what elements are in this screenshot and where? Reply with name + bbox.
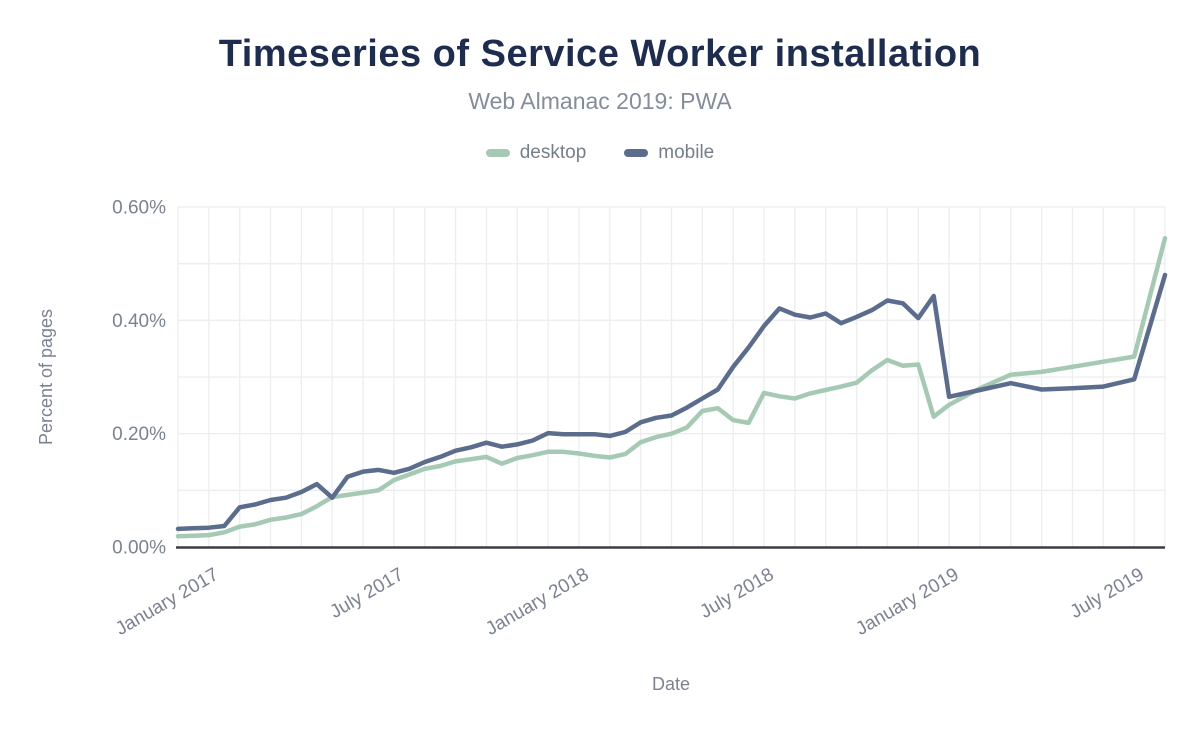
mobile-swatch-icon	[624, 149, 649, 157]
x-tick-label: July 2017	[326, 564, 407, 623]
x-tick-label: July 2018	[697, 564, 778, 623]
mobile-line	[175, 272, 1168, 532]
desktop-swatch-icon	[485, 149, 510, 157]
legend-item-desktop: desktop	[485, 142, 587, 164]
chart-subtitle: Web Almanac 2019: PWA	[468, 88, 732, 114]
legend-label-mobile: mobile	[658, 142, 715, 163]
x-axis-title: Date	[652, 674, 690, 694]
x-tick-label: January 2018	[482, 564, 592, 640]
legend: desktop mobile	[0, 142, 1200, 164]
y-tick-label: 0.40%	[112, 311, 166, 332]
y-tick-label: 0.20%	[112, 424, 166, 445]
y-axis-tick-labels: 0.00% 0.20% 0.40% 0.60%	[112, 198, 166, 559]
legend-label-desktop: desktop	[519, 142, 587, 163]
gridlines	[177, 206, 1166, 547]
y-tick-label: 0.00%	[112, 538, 166, 559]
legend-item-mobile: mobile	[624, 142, 714, 164]
desktop-line	[175, 235, 1168, 539]
x-tick-label: January 2017	[112, 564, 222, 640]
x-axis-tick-labels: January 2017 July 2017 January 2018 July 20…	[112, 564, 1148, 640]
x-tick-label: July 2019	[1067, 564, 1148, 623]
series-lines	[175, 235, 1168, 539]
x-tick-label: January 2019	[852, 564, 962, 640]
chart-title: Timeseries of Service Worker installatio…	[218, 33, 982, 75]
y-tick-label: 0.60%	[112, 198, 166, 219]
y-axis-title: Percent of pages	[36, 309, 56, 445]
